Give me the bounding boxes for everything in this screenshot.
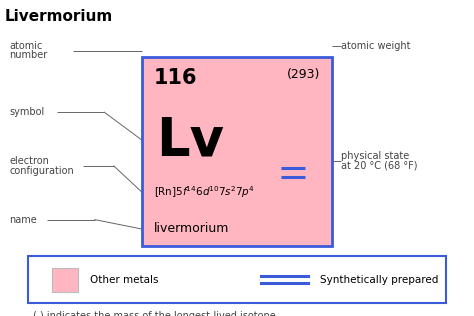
Text: configuration: configuration xyxy=(9,166,74,176)
Text: Other metals: Other metals xyxy=(90,275,159,285)
Text: Synthetically prepared: Synthetically prepared xyxy=(320,275,438,285)
Text: livermorium: livermorium xyxy=(154,222,229,235)
Bar xyxy=(52,268,78,291)
Text: Livermorium: Livermorium xyxy=(5,9,113,24)
Text: symbol: symbol xyxy=(9,107,45,117)
Text: atomic: atomic xyxy=(9,41,43,51)
Text: name: name xyxy=(9,215,37,225)
Text: ( ) indicates the mass of the longest-lived isotope.: ( ) indicates the mass of the longest-li… xyxy=(33,311,279,316)
Text: physical state: physical state xyxy=(341,151,410,161)
Text: at 20 °C (68 °F): at 20 °C (68 °F) xyxy=(341,161,418,171)
Text: $\mathsf{[Rn]5}f\mathsf{^{14}6}d\mathsf{^{10}7}s\mathsf{^{2}7}p\mathsf{^{4}}$: $\mathsf{[Rn]5}f\mathsf{^{14}6}d\mathsf{… xyxy=(154,185,255,200)
Bar xyxy=(28,256,446,303)
Text: 116: 116 xyxy=(154,68,198,88)
Text: electron: electron xyxy=(9,156,49,166)
Text: (293): (293) xyxy=(287,68,320,81)
Text: atomic weight: atomic weight xyxy=(341,41,411,51)
Text: number: number xyxy=(9,50,48,60)
Text: Lv: Lv xyxy=(156,114,224,166)
Bar xyxy=(142,57,332,246)
